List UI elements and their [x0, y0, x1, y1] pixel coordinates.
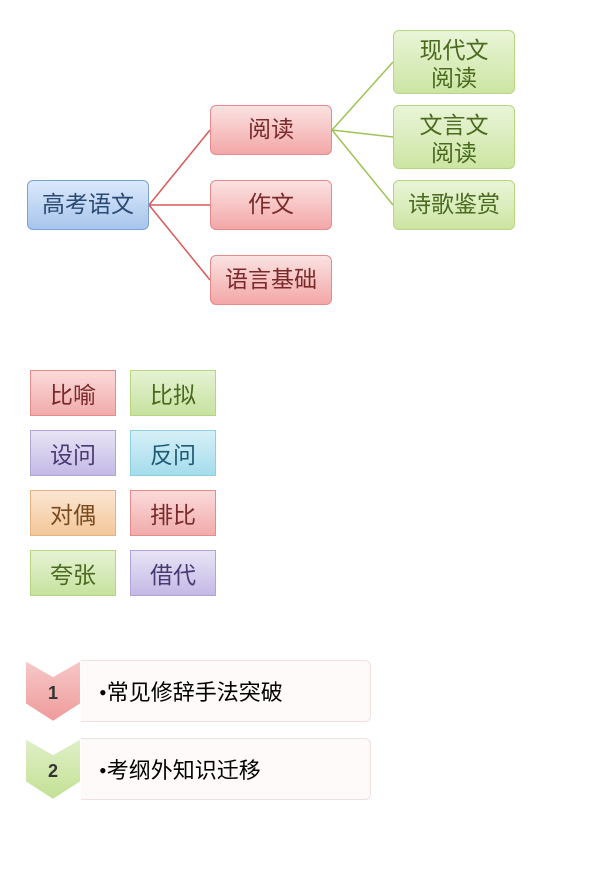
tag-1: 比拟 — [130, 370, 216, 416]
tag-2: 设问 — [30, 430, 116, 476]
tree-l3-node-0: 现代文阅读 — [393, 30, 515, 94]
tree-l2-node-0: 阅读 — [210, 105, 332, 155]
chevron-text-1: •考纲外知识迁移 — [81, 738, 371, 800]
tag-3: 反问 — [130, 430, 216, 476]
chevron-badge-1: 2 — [25, 738, 81, 800]
tree-l3-node-1: 文言文阅读 — [393, 105, 515, 169]
tree-l2-node-2: 语言基础 — [210, 255, 332, 305]
tag-7: 借代 — [130, 550, 216, 596]
chevron-number: 2 — [48, 761, 58, 782]
tag-5: 排比 — [130, 490, 216, 536]
tag-0: 比喻 — [30, 370, 116, 416]
tree-root: 高考语文 — [27, 180, 149, 230]
chevron-text-0: •常见修辞手法突破 — [81, 660, 371, 722]
tree-l2-node-1: 作文 — [210, 180, 332, 230]
chevron-item-1: 2 •考纲外知识迁移 — [25, 738, 371, 800]
tag-6: 夸张 — [30, 550, 116, 596]
chevron-number: 1 — [48, 683, 58, 704]
tag-4: 对偶 — [30, 490, 116, 536]
tree-l3-node-2: 诗歌鉴赏 — [393, 180, 515, 230]
chevron-item-0: 1 •常见修辞手法突破 — [25, 660, 371, 722]
chevron-badge-0: 1 — [25, 660, 81, 722]
